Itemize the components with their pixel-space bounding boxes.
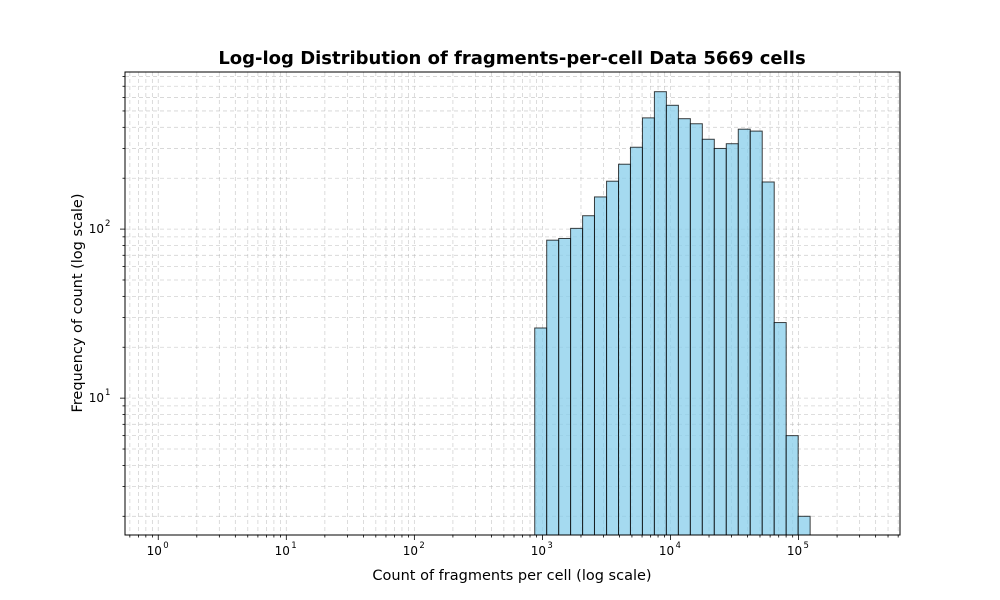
x-tick-label: 10: [787, 544, 802, 558]
x-tick-exponent: 1: [291, 541, 296, 551]
plot-frame: [124, 71, 901, 536]
histogram-bar: [689, 123, 703, 536]
histogram-bar: [701, 138, 715, 536]
histogram-bar: [677, 118, 691, 536]
x-axis-label: Count of fragments per cell (log scale): [372, 568, 651, 584]
histogram-bar: [761, 181, 775, 536]
histogram-bar: [641, 117, 655, 536]
x-tick-exponent: 3: [547, 541, 552, 551]
histogram-bar: [785, 435, 799, 536]
y-tick-label: 10: [89, 222, 104, 236]
x-tick-exponent: 2: [419, 541, 424, 551]
histogram-bar: [713, 147, 727, 536]
histogram-bar: [749, 130, 763, 536]
y-axis-label: Frequency of count (log scale): [70, 193, 86, 412]
y-tick-label: 10: [89, 391, 104, 405]
histogram-bar: [737, 128, 751, 536]
histogram-bar: [665, 104, 679, 536]
chart-title: Log-log Distribution of fragments-per-ce…: [218, 48, 805, 69]
x-tick-label: 10: [531, 544, 546, 558]
histogram-bar: [570, 227, 584, 536]
axis-ticks: 10 0 10 1 10 2 10 3 10 4 10 510 110 2: [89, 76, 899, 558]
x-tick-exponent: 4: [675, 541, 680, 551]
histogram-bar: [797, 515, 811, 536]
histogram-bar: [558, 237, 572, 536]
y-tick-exponent: 1: [105, 388, 110, 398]
histogram-bar: [618, 163, 631, 536]
histogram-bar: [606, 180, 620, 536]
histogram-bar: [629, 146, 643, 536]
x-tick-exponent: 5: [804, 541, 809, 551]
histogram-bar: [534, 327, 548, 536]
histogram-bar: [582, 215, 595, 536]
x-tick-label: 10: [659, 544, 674, 558]
histogram-bar: [773, 322, 787, 536]
x-tick-label: 10: [403, 544, 418, 558]
x-tick-label: 10: [275, 544, 290, 558]
histogram-bar: [653, 91, 667, 536]
x-tick-label: 10: [147, 544, 162, 558]
histogram-bar: [593, 196, 608, 536]
x-tick-exponent: 0: [163, 541, 168, 551]
y-tick-exponent: 2: [105, 219, 110, 229]
histogram-bar: [546, 239, 560, 536]
bars: [534, 91, 811, 536]
histogram-bar: [725, 143, 739, 536]
